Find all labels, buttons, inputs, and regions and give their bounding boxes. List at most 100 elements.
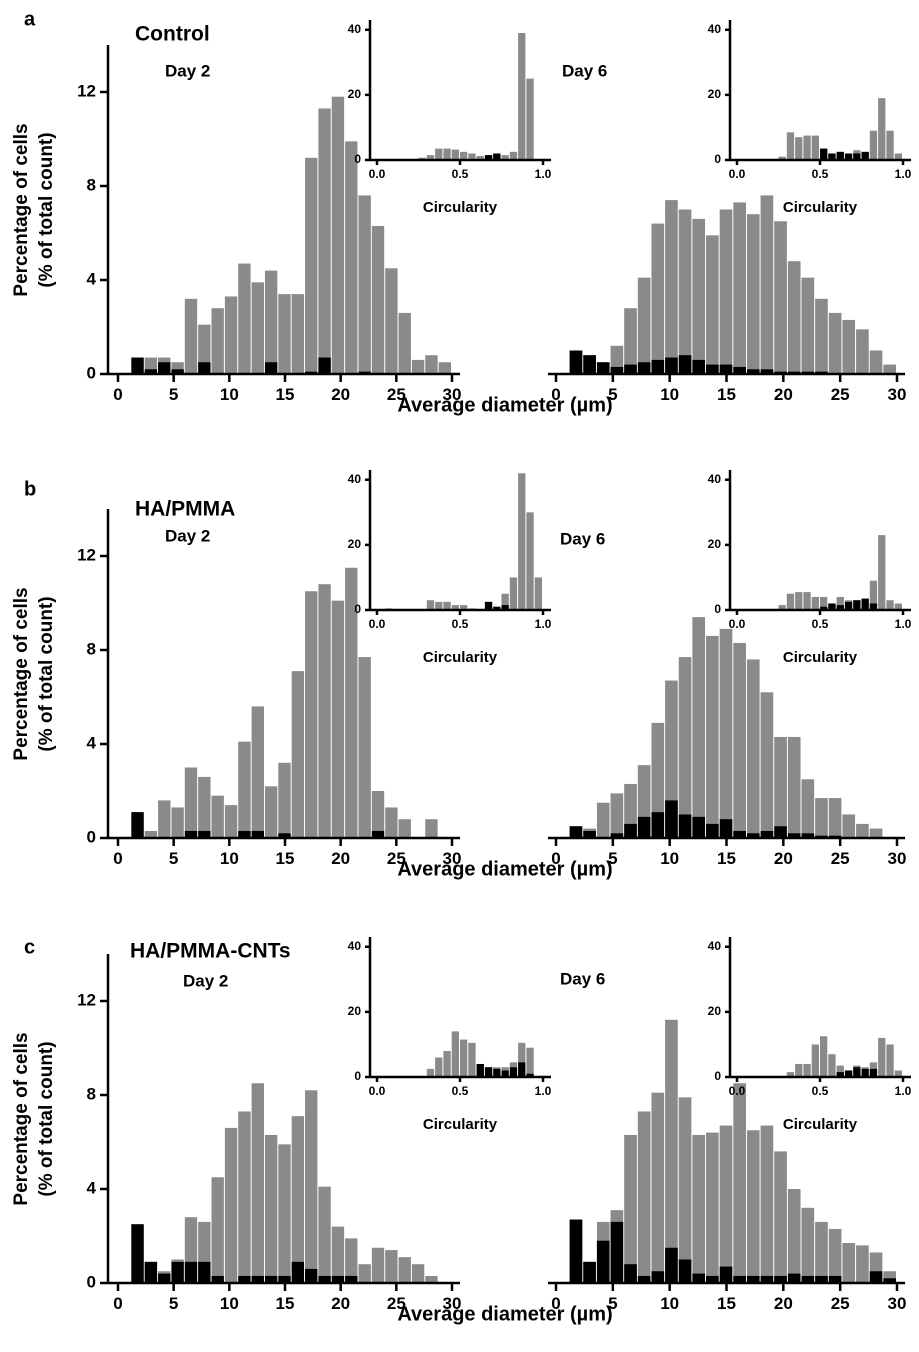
bar bbox=[861, 151, 869, 160]
bar bbox=[509, 151, 518, 160]
panel-letter: c bbox=[24, 936, 35, 958]
bar bbox=[278, 833, 291, 838]
bar bbox=[706, 1275, 719, 1283]
bar bbox=[501, 593, 509, 610]
bar bbox=[733, 830, 746, 838]
bar bbox=[815, 1221, 828, 1283]
bar bbox=[692, 1273, 706, 1283]
bar bbox=[158, 362, 171, 374]
bar bbox=[820, 596, 828, 610]
bar bbox=[883, 364, 896, 374]
bar bbox=[211, 308, 224, 374]
x-tick-label: 25 bbox=[387, 385, 406, 404]
x-tick-label: 10 bbox=[220, 385, 239, 404]
bar bbox=[291, 294, 305, 374]
bar bbox=[534, 577, 542, 610]
bar bbox=[746, 1275, 760, 1283]
x-tick-label: 0 bbox=[113, 849, 122, 868]
bar bbox=[665, 680, 678, 838]
y-tick-label: 20 bbox=[348, 87, 362, 101]
x-tick-label: 5 bbox=[169, 1294, 178, 1313]
bar bbox=[774, 221, 787, 374]
x-tick-label: 0.0 bbox=[729, 617, 746, 631]
bar bbox=[760, 692, 774, 838]
bar bbox=[493, 153, 501, 160]
subtitle: Day 6 bbox=[560, 969, 605, 988]
y-tick-label: 0 bbox=[87, 827, 96, 846]
bar bbox=[211, 1177, 224, 1283]
bar bbox=[678, 355, 692, 374]
bar bbox=[184, 1261, 198, 1283]
bar bbox=[443, 601, 451, 610]
y-axis-title: Percentage of cells bbox=[11, 123, 32, 296]
bar bbox=[760, 1275, 774, 1283]
bar bbox=[371, 225, 385, 374]
bar bbox=[878, 98, 886, 160]
bar bbox=[345, 567, 358, 838]
bar bbox=[665, 800, 678, 838]
bar bbox=[869, 1068, 878, 1077]
x-axis-title: Circularity bbox=[423, 199, 498, 216]
x-tick-label: 5 bbox=[169, 385, 178, 404]
bar bbox=[719, 819, 733, 838]
subtitle: Day 6 bbox=[562, 61, 607, 80]
y-tick-label: 0 bbox=[87, 363, 96, 382]
bar bbox=[476, 156, 484, 160]
bar bbox=[596, 362, 610, 374]
bar bbox=[760, 195, 774, 374]
bar bbox=[484, 1067, 493, 1077]
bar bbox=[371, 830, 385, 838]
y-tick-label: 8 bbox=[87, 639, 96, 658]
bar bbox=[610, 366, 624, 374]
y-tick-label: 40 bbox=[708, 472, 722, 486]
bar bbox=[398, 819, 411, 838]
bar bbox=[460, 1039, 468, 1077]
bar bbox=[844, 1070, 853, 1077]
bar bbox=[158, 1273, 171, 1283]
bar bbox=[665, 200, 678, 374]
bar bbox=[665, 357, 678, 374]
bar bbox=[861, 598, 869, 610]
bar bbox=[637, 1111, 651, 1283]
bar bbox=[894, 1070, 902, 1077]
bar bbox=[198, 324, 211, 374]
bar bbox=[869, 1271, 883, 1283]
y-tick-label: 20 bbox=[348, 537, 362, 551]
x-tick-label: 0.5 bbox=[452, 167, 469, 181]
bar bbox=[786, 132, 795, 160]
bar bbox=[318, 357, 331, 374]
bar bbox=[569, 826, 583, 838]
bar bbox=[886, 1044, 894, 1077]
subtitle: Day 2 bbox=[165, 61, 210, 80]
bar bbox=[501, 1070, 509, 1077]
bar bbox=[774, 736, 787, 838]
bar bbox=[493, 1068, 501, 1077]
bar bbox=[610, 793, 624, 838]
bar bbox=[692, 816, 706, 838]
bar bbox=[264, 1134, 278, 1283]
bar bbox=[624, 364, 637, 374]
bar bbox=[291, 671, 305, 838]
x-tick-label: 0.0 bbox=[369, 1084, 386, 1098]
bar bbox=[856, 823, 869, 838]
bar bbox=[224, 805, 238, 838]
bar bbox=[678, 1097, 692, 1283]
bar bbox=[198, 776, 211, 838]
bar bbox=[264, 362, 278, 374]
bar bbox=[583, 355, 596, 374]
bar bbox=[184, 830, 198, 838]
bar bbox=[746, 1130, 760, 1283]
bar bbox=[624, 1134, 637, 1283]
bar bbox=[853, 153, 861, 160]
bar bbox=[801, 833, 815, 838]
bar bbox=[509, 1067, 518, 1077]
bar bbox=[184, 767, 198, 838]
x-tick-label: 10 bbox=[660, 1294, 679, 1313]
bar bbox=[501, 155, 509, 160]
bar bbox=[144, 830, 158, 838]
chart-title: HA/PMMA-CNTs bbox=[130, 940, 291, 963]
chart-title: HA/PMMA bbox=[135, 498, 235, 521]
bar bbox=[706, 235, 719, 374]
bar bbox=[803, 135, 811, 160]
bar bbox=[443, 148, 451, 160]
